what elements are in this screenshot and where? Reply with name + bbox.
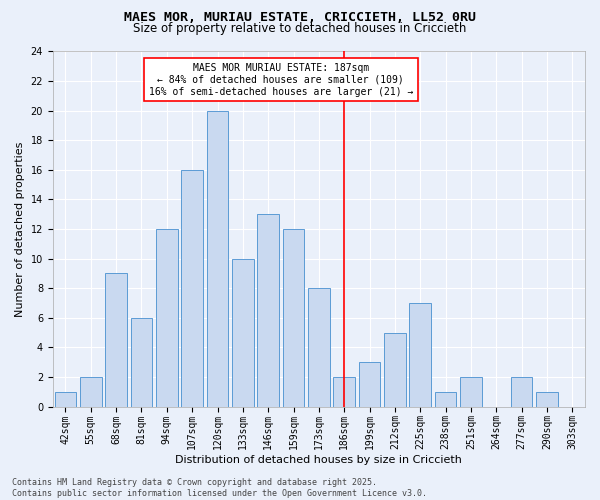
- Bar: [308, 288, 329, 406]
- Y-axis label: Number of detached properties: Number of detached properties: [15, 142, 25, 316]
- Text: Contains HM Land Registry data © Crown copyright and database right 2025.
Contai: Contains HM Land Registry data © Crown c…: [12, 478, 427, 498]
- Text: MAES MOR MURIAU ESTATE: 187sqm
← 84% of detached houses are smaller (109)
16% of: MAES MOR MURIAU ESTATE: 187sqm ← 84% of …: [149, 64, 413, 96]
- Bar: [207, 110, 228, 406]
- Bar: [384, 332, 406, 406]
- Bar: [435, 392, 457, 406]
- Bar: [460, 377, 482, 406]
- Text: MAES MOR, MURIAU ESTATE, CRICCIETH, LL52 0RU: MAES MOR, MURIAU ESTATE, CRICCIETH, LL52…: [124, 11, 476, 24]
- Bar: [536, 392, 558, 406]
- Bar: [283, 229, 304, 406]
- X-axis label: Distribution of detached houses by size in Criccieth: Distribution of detached houses by size …: [175, 455, 463, 465]
- Bar: [80, 377, 101, 406]
- Bar: [257, 214, 279, 406]
- Bar: [156, 229, 178, 406]
- Bar: [409, 303, 431, 406]
- Text: Size of property relative to detached houses in Criccieth: Size of property relative to detached ho…: [133, 22, 467, 35]
- Bar: [511, 377, 532, 406]
- Bar: [359, 362, 380, 406]
- Bar: [232, 258, 254, 406]
- Bar: [334, 377, 355, 406]
- Bar: [106, 274, 127, 406]
- Bar: [55, 392, 76, 406]
- Bar: [131, 318, 152, 406]
- Bar: [181, 170, 203, 406]
